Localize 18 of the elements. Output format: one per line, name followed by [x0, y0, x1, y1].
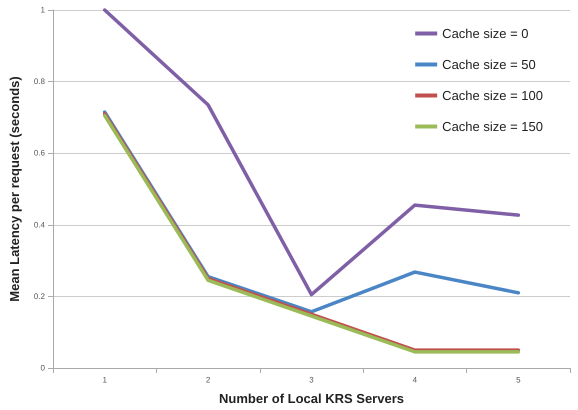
x-tick-label: 3 [309, 376, 314, 384]
y-tick-label: 0 [40, 364, 46, 372]
y-tick-label: 0.6 [34, 148, 46, 158]
x-tick-label: 1 [102, 376, 108, 384]
y-tick-label: 0.8 [34, 77, 46, 86]
y-tick-label: 0.2 [34, 292, 46, 301]
legend-label: Cache size = 0 [442, 26, 529, 41]
legend-label: Cache size = 100 [442, 88, 544, 103]
line-series [102, 8, 520, 296]
x-tick-label: 5 [516, 376, 522, 384]
legend-label: Cache size = 150 [442, 119, 544, 134]
x-tick-label: 2 [206, 376, 211, 384]
x-tick-label: 4 [412, 376, 418, 384]
legend-label: Cache size = 50 [442, 57, 536, 72]
y-tick-label: 0.4 [34, 220, 46, 230]
x-axis-title: Number of Local KRS Servers [219, 391, 404, 406]
y-axis-title: Mean Latency per request (seconds) [7, 76, 22, 302]
y-tick-label: 1 [40, 6, 46, 14]
